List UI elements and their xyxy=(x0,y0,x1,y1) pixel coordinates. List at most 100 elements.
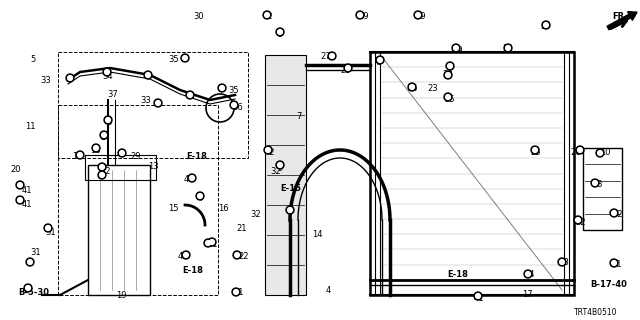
Text: 15: 15 xyxy=(168,204,179,213)
Circle shape xyxy=(330,53,334,58)
Text: 18: 18 xyxy=(90,146,100,155)
Circle shape xyxy=(286,206,294,214)
Circle shape xyxy=(542,21,550,29)
Circle shape xyxy=(612,211,616,215)
Circle shape xyxy=(444,93,452,101)
Circle shape xyxy=(144,71,152,79)
Circle shape xyxy=(452,44,460,52)
Circle shape xyxy=(196,192,204,200)
Circle shape xyxy=(598,151,602,156)
Circle shape xyxy=(234,290,239,294)
Circle shape xyxy=(524,270,532,278)
FancyArrow shape xyxy=(607,12,637,30)
Text: 30: 30 xyxy=(193,12,204,21)
Circle shape xyxy=(454,46,458,50)
Circle shape xyxy=(378,58,383,62)
Circle shape xyxy=(263,11,271,19)
Circle shape xyxy=(118,149,126,157)
Circle shape xyxy=(233,251,241,259)
Circle shape xyxy=(182,56,188,60)
Circle shape xyxy=(576,146,584,154)
Text: 2: 2 xyxy=(100,133,105,142)
Text: 42: 42 xyxy=(613,210,623,219)
Circle shape xyxy=(102,132,106,137)
Circle shape xyxy=(593,180,597,185)
Circle shape xyxy=(120,151,124,156)
Circle shape xyxy=(76,151,84,159)
Circle shape xyxy=(188,92,193,97)
Circle shape xyxy=(408,83,416,91)
Text: 25: 25 xyxy=(444,95,454,104)
Circle shape xyxy=(376,56,384,64)
Circle shape xyxy=(103,68,111,76)
Text: 29: 29 xyxy=(130,152,141,161)
Circle shape xyxy=(16,181,24,189)
Text: 27: 27 xyxy=(320,52,331,61)
Text: 5: 5 xyxy=(30,55,35,64)
Text: 36: 36 xyxy=(232,103,243,112)
Circle shape xyxy=(575,218,580,222)
Text: 25: 25 xyxy=(407,84,417,93)
Text: 4: 4 xyxy=(198,194,204,203)
Circle shape xyxy=(531,146,539,154)
Circle shape xyxy=(415,12,420,17)
Text: 7: 7 xyxy=(296,112,301,121)
Circle shape xyxy=(93,146,99,150)
Text: 25: 25 xyxy=(530,148,541,157)
Circle shape xyxy=(532,148,538,152)
Circle shape xyxy=(596,149,604,157)
Text: 41: 41 xyxy=(612,260,623,269)
Bar xyxy=(370,52,574,295)
Circle shape xyxy=(525,272,531,276)
Text: B-5-30: B-5-30 xyxy=(18,288,49,297)
Circle shape xyxy=(276,161,284,169)
Circle shape xyxy=(264,12,269,17)
Circle shape xyxy=(154,99,162,107)
Circle shape xyxy=(446,62,454,70)
Circle shape xyxy=(146,73,150,77)
Circle shape xyxy=(198,194,202,198)
Text: 4: 4 xyxy=(184,175,189,184)
Circle shape xyxy=(328,52,336,60)
Bar xyxy=(58,52,248,158)
Circle shape xyxy=(184,252,188,257)
Text: 4: 4 xyxy=(326,286,332,295)
Circle shape xyxy=(278,163,282,167)
Circle shape xyxy=(100,131,108,139)
Circle shape xyxy=(230,101,238,109)
Text: 32: 32 xyxy=(575,218,586,227)
Text: 9: 9 xyxy=(278,30,284,39)
Text: 12: 12 xyxy=(100,167,111,176)
Text: 42: 42 xyxy=(265,148,275,157)
Text: 8: 8 xyxy=(596,180,602,189)
Bar xyxy=(265,55,306,295)
Text: 41: 41 xyxy=(234,288,244,297)
Text: 33: 33 xyxy=(140,96,151,105)
Circle shape xyxy=(182,251,190,259)
Text: 13: 13 xyxy=(148,162,159,171)
Circle shape xyxy=(66,74,74,82)
Circle shape xyxy=(358,12,362,17)
Circle shape xyxy=(278,30,282,34)
Text: 40: 40 xyxy=(178,252,189,261)
Circle shape xyxy=(447,64,452,68)
Circle shape xyxy=(220,85,225,90)
Text: 32: 32 xyxy=(250,210,260,219)
Circle shape xyxy=(445,73,451,77)
Circle shape xyxy=(235,252,239,257)
Circle shape xyxy=(181,54,189,62)
Circle shape xyxy=(232,288,240,296)
Circle shape xyxy=(208,238,216,246)
Circle shape xyxy=(218,84,226,92)
Circle shape xyxy=(559,260,564,264)
Circle shape xyxy=(356,11,364,19)
Circle shape xyxy=(414,11,422,19)
Bar xyxy=(583,148,622,230)
Circle shape xyxy=(188,174,196,182)
Circle shape xyxy=(474,292,482,300)
Text: 9: 9 xyxy=(278,164,284,173)
Circle shape xyxy=(444,71,452,79)
Text: 37: 37 xyxy=(107,90,118,99)
Circle shape xyxy=(504,44,512,52)
Circle shape xyxy=(104,116,112,124)
